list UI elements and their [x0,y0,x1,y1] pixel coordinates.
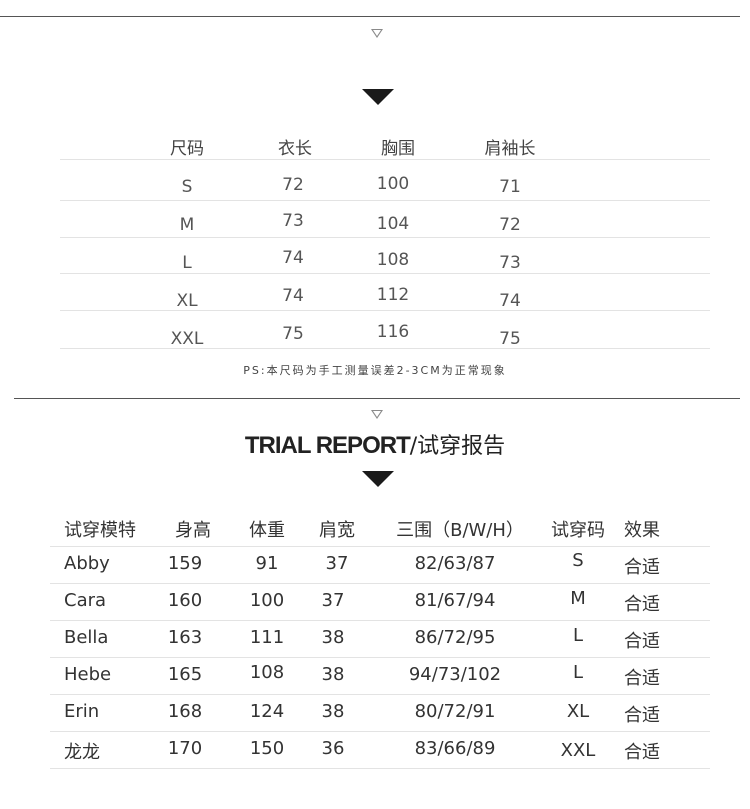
trial-cell: L [572,662,584,683]
size-cell: 71 [499,177,521,197]
size-cell: 112 [376,285,410,305]
trial-header: 试穿码 [551,520,605,541]
trial-cell: 150 [249,738,285,759]
trial-cell: 165 [167,664,203,685]
trial-report-title-cn: /试穿报告 [409,434,506,459]
trial-cell: 合适 [624,705,660,726]
row-divider [60,200,710,201]
size-cell: 75 [499,329,521,349]
size-header: 尺码 [170,139,204,159]
row-divider [50,546,710,547]
small-triangle-down-icon [371,410,383,419]
trial-cell: 159 [167,553,203,574]
trial-cell: Hebe [64,664,112,685]
row-divider [60,348,710,349]
trial-cell: S [572,550,584,571]
row-divider [50,694,710,695]
trial-cell: 168 [167,701,203,722]
trial-cell: Cara [64,590,107,611]
trial-cell: 合适 [624,668,660,689]
size-cell: 75 [282,324,304,344]
trial-cell: M [570,588,586,609]
size-cell: M [179,215,195,235]
trial-header: 效果 [624,520,660,541]
row-divider [60,237,710,238]
trial-cell: 108 [249,662,285,683]
trial-cell: 82/63/87 [414,553,496,574]
trial-cell: 91 [255,553,279,574]
trial-cell: 36 [321,738,345,759]
trial-cell: 合适 [624,631,660,652]
size-header: 胸围 [381,139,415,159]
trial-header: 肩宽 [319,520,355,541]
size-cell: XXL [170,329,204,349]
row-divider [50,768,710,769]
trial-cell: 80/72/91 [414,701,496,722]
size-cell: 74 [282,248,304,268]
trial-cell: 38 [321,664,345,685]
trial-cell: 86/72/95 [414,627,496,648]
size-cell: 72 [499,215,521,235]
measurement-note: PS:本尺码为手工测量误差2-3CM为正常现象 [243,364,507,377]
trial-cell: 38 [321,701,345,722]
trial-cell: Bella [64,627,109,648]
row-divider [50,620,710,621]
trial-cell: 龙龙 [64,742,100,763]
trial-cell: 37 [325,553,349,574]
size-cell: 116 [376,322,410,342]
trial-cell: 124 [249,701,285,722]
solid-triangle-down-icon [362,89,394,105]
top-divider [0,16,740,17]
size-cell: 72 [282,175,304,195]
size-cell: L [182,253,192,273]
size-cell: 104 [376,214,410,234]
trial-cell: 合适 [624,557,660,578]
trial-cell: 83/66/89 [414,738,496,759]
trial-cell: 合适 [624,742,660,763]
trial-cell: 37 [321,590,345,611]
size-cell: 100 [376,174,410,194]
size-header: 肩袖长 [484,139,536,159]
size-cell: 108 [376,250,410,270]
trial-report-title-en: TRIAL REPORT [244,432,411,459]
section-divider [14,398,740,399]
row-divider [50,731,710,732]
small-triangle-down-icon [371,29,383,38]
trial-header: 试穿模特 [64,520,136,541]
size-cell: XL [176,291,198,311]
trial-cell: 合适 [624,594,660,615]
trial-cell: 94/73/102 [408,664,502,685]
trial-cell: Erin [64,701,100,722]
trial-cell: XXL [560,740,596,761]
trial-header: 体重 [249,520,285,541]
trial-cell: 38 [321,627,345,648]
row-divider [60,310,710,311]
row-divider [60,159,710,160]
size-cell: 73 [282,211,304,231]
trial-cell: 81/67/94 [414,590,496,611]
trial-cell: 100 [249,590,285,611]
size-cell: 73 [499,253,521,273]
trial-header: 身高 [175,520,211,541]
trial-report-title: TRIAL REPORT/试穿报告 [0,428,750,460]
trial-cell: 160 [167,590,203,611]
trial-cell: L [572,625,584,646]
trial-cell: 170 [167,738,203,759]
trial-cell: 163 [167,627,203,648]
trial-cell: XL [566,701,590,722]
size-cell: S [181,177,193,197]
row-divider [50,657,710,658]
trial-cell: 111 [249,627,285,648]
size-cell: 74 [499,291,521,311]
trial-header: 三围（B/W/H） [396,520,524,541]
trial-cell: Abby [64,553,110,574]
row-divider [60,273,710,274]
size-cell: 74 [282,286,304,306]
row-divider [50,583,710,584]
solid-triangle-down-icon [362,471,394,487]
size-header: 衣长 [278,139,312,159]
